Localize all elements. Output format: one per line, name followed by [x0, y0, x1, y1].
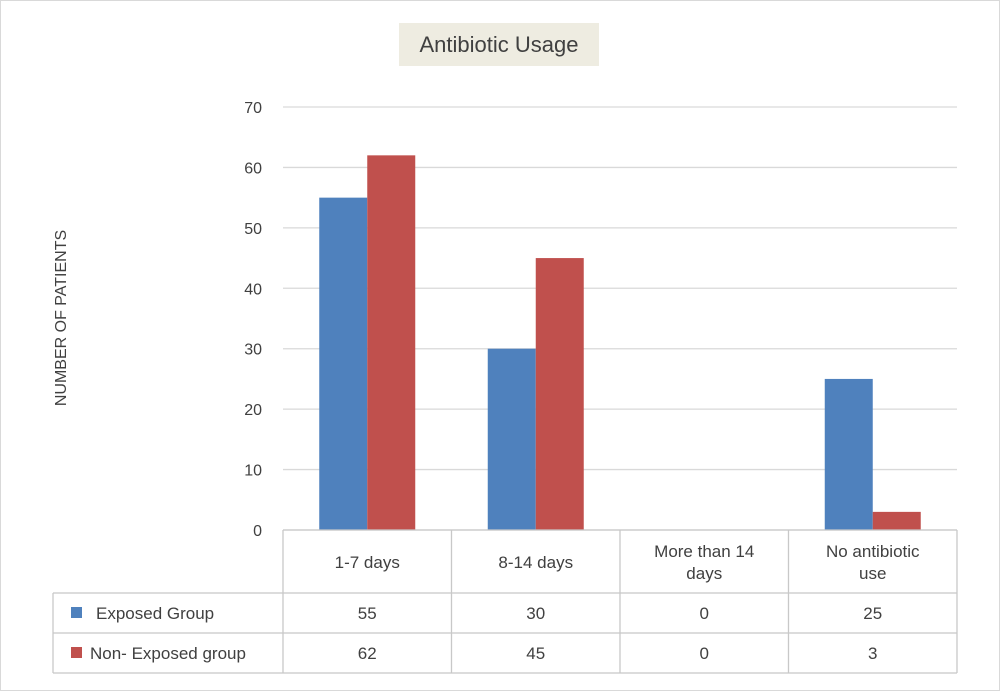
bar: [367, 155, 416, 531]
table-cell-value: 45: [526, 644, 545, 663]
table-cell-value: 62: [358, 644, 377, 663]
x-category-label: 1-7 days: [335, 553, 400, 572]
bar: [872, 511, 921, 530]
table-cell-value: 30: [526, 604, 545, 623]
table-cell-value: 25: [863, 604, 882, 623]
bar: [319, 197, 368, 530]
x-category-label: days: [686, 564, 722, 583]
table-cell-value: 0: [700, 644, 709, 663]
table-cell-value: 0: [700, 604, 709, 623]
y-tick-label: 30: [244, 342, 262, 359]
data-table: 1-7 days 8-14 days More than 14 days No anti…: [52, 529, 958, 674]
y-tick-label: 40: [244, 281, 262, 298]
y-tick-label: 50: [244, 221, 262, 238]
chart-title: Antibiotic Usage: [399, 23, 599, 66]
legend-key: [71, 607, 82, 618]
table-cell-value: 3: [868, 644, 877, 663]
bar: [824, 378, 873, 530]
y-tick-labels: 0 10 20 30 40 50 60 70: [244, 100, 262, 540]
y-tick-label: 20: [244, 402, 262, 419]
x-category-label: More than 14: [654, 542, 754, 561]
y-tick-label: 0: [253, 523, 262, 540]
bars: [319, 155, 921, 531]
legend-label: Exposed Group: [96, 604, 214, 623]
x-category-label: 8-14 days: [498, 553, 573, 572]
bar: [487, 348, 536, 530]
y-tick-label: 60: [244, 160, 262, 177]
y-tick-label: 10: [244, 463, 262, 480]
legend-key: [71, 647, 82, 658]
x-category-label: use: [859, 564, 886, 583]
x-category-label: No antibiotic: [826, 542, 920, 561]
table-cell-value: 55: [358, 604, 377, 623]
y-tick-label: 70: [244, 100, 262, 117]
legend-label: Non- Exposed group: [90, 644, 246, 663]
bar: [535, 258, 584, 530]
